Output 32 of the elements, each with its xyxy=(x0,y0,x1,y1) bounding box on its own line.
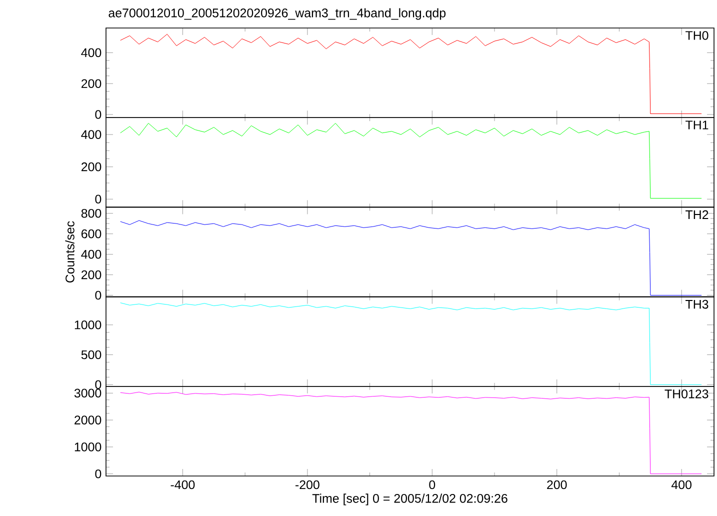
y-tick-label: 400 xyxy=(81,48,102,58)
y-tick-label: 200 xyxy=(82,162,102,172)
y-tick-label: 0 xyxy=(95,194,102,204)
x-tick-label: -200 xyxy=(296,480,320,490)
x-tick-label: 0 xyxy=(429,480,436,490)
text: TH2 xyxy=(686,210,708,219)
x-axis-title: Time [sec] 0 = 2005/12/02 02:09:26 xyxy=(312,494,508,506)
y-axis-title: Counts/sec xyxy=(65,221,74,283)
text: TH3 xyxy=(686,300,708,309)
y-tick-label: 1000 xyxy=(74,320,102,330)
x-tick-label: 200 xyxy=(547,480,567,490)
y-tick-label: 1000 xyxy=(74,442,102,452)
series-label: TH0123 xyxy=(664,390,708,398)
line-series xyxy=(120,220,702,296)
y-tick-label: 0 xyxy=(95,469,102,478)
y-tick-label: 200 xyxy=(82,270,102,280)
y-tick-label: 0 xyxy=(95,110,102,119)
y-tick-label: 600 xyxy=(82,229,102,238)
y-tick-label: 500 xyxy=(81,350,102,360)
y-tick-label: 0 xyxy=(95,290,102,300)
x-tick-label: 400 xyxy=(671,480,692,490)
y-tick-label: 400 xyxy=(81,130,102,139)
text: TH0 xyxy=(686,31,708,40)
y-tick-label: 0 xyxy=(95,380,102,390)
text: TH1 xyxy=(686,120,708,130)
chart-title: ae700012010_20051202020926_wam3_trn_4band_long.qdp xyxy=(108,8,446,20)
y-tick-label: 400 xyxy=(81,250,102,259)
y-tick-label: 2000 xyxy=(74,416,102,424)
y-tick-label: 3000 xyxy=(74,388,102,398)
y-tick-label: 800 xyxy=(81,208,102,218)
x-tick-label: -400 xyxy=(170,480,195,490)
y-tick-label: 200 xyxy=(82,79,102,88)
